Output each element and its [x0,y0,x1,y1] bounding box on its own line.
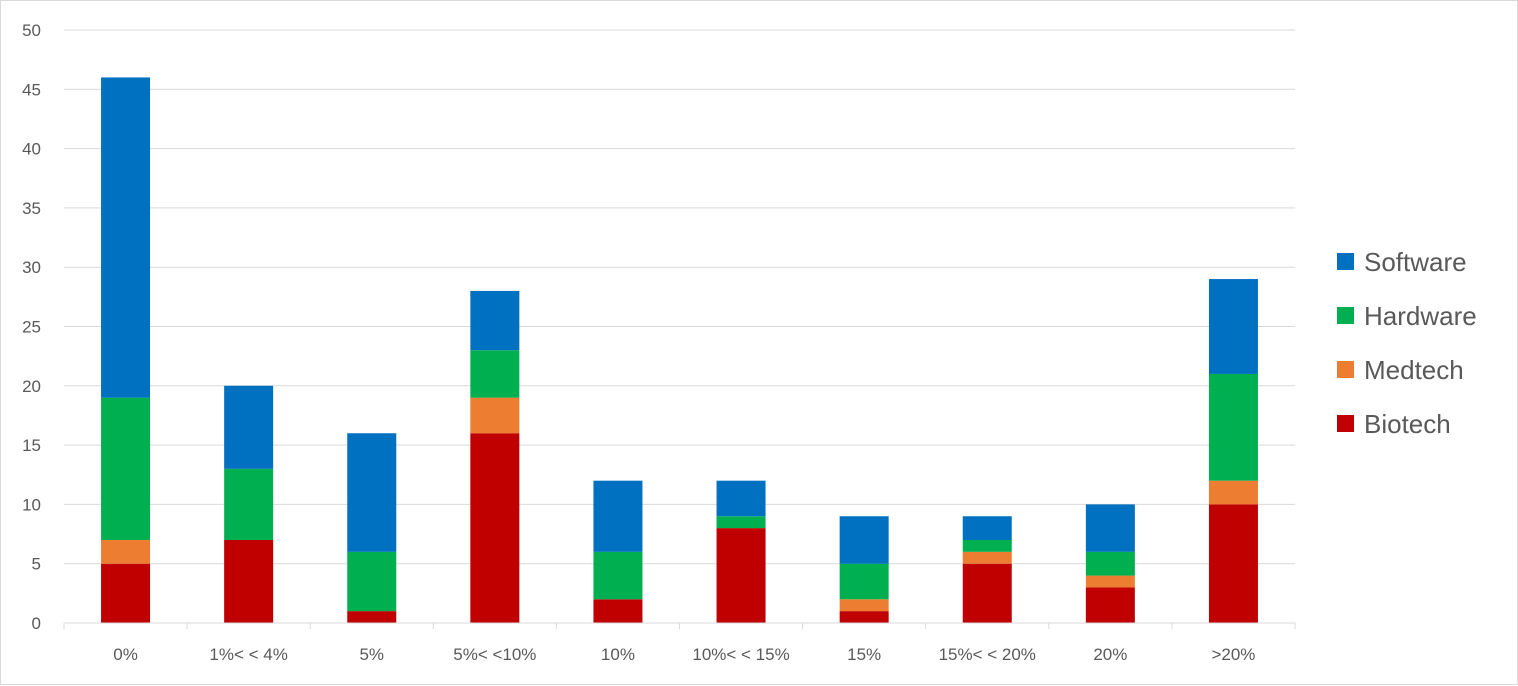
x-axis [63,622,1296,629]
bar-segment-biotech [839,611,889,623]
legend-item-software: Software [1337,247,1467,277]
bar-segment-hardware [101,397,151,540]
bar-segment-software [470,290,520,351]
bar-segment-hardware [347,551,397,612]
legend-label: Hardware [1364,301,1477,331]
bar-segment-hardware [1208,373,1258,481]
y-tick-label: 25 [22,318,41,337]
legend-swatch [1337,253,1354,270]
bar-segment-medtech [101,539,151,564]
x-tick-label: 15%< < 20% [939,645,1036,664]
x-tick-label: 20% [1093,645,1127,664]
bar-segment-biotech [470,433,520,623]
y-tick-label: 20 [22,377,41,396]
legend-swatch [1337,307,1354,324]
legend-swatch [1337,415,1354,432]
bar-segment-hardware [1085,551,1135,576]
x-tick-label: 15% [847,645,881,664]
bar-segment-biotech [347,611,397,623]
bar-segment-biotech [101,563,151,623]
bar-segment-software [1085,504,1135,552]
bar-segment-medtech [839,599,889,612]
x-axis-ticks: 0% 1%< < 4% 5% 5%< <10% 10% 10%< < 15% 15% 15%<… [113,645,1255,664]
legend-item-hardware: Hardware [1337,301,1477,331]
x-tick-label: 0% [113,645,138,664]
bar-segment-software [839,516,889,564]
bar-segment-biotech [716,528,766,623]
bar-segment-software [224,385,274,469]
y-tick-label: 45 [22,80,41,99]
bar-segment-hardware [839,563,889,600]
bar-segment-biotech [1208,504,1258,623]
x-tick-label: 1%< < 4% [209,645,287,664]
legend-label: Medtech [1364,355,1464,385]
bar-segment-medtech [1085,575,1135,588]
bar-segment-medtech [470,397,520,434]
legend: Software Hardware Medtech Biotech [1337,247,1477,439]
y-tick-label: 40 [22,140,41,159]
y-tick-label: 10 [22,495,41,514]
legend-label: Biotech [1364,409,1451,439]
x-tick-label: >20% [1211,645,1255,664]
bar-segment-biotech [224,539,274,623]
y-tick-label: 50 [22,21,41,40]
bar-segment-hardware [716,516,766,529]
bar-segment-software [716,480,766,517]
bars [101,77,1258,623]
bar-segment-software [1208,279,1258,374]
bar-segment-hardware [470,350,520,398]
x-tick-label: 10%< < 15% [692,645,789,664]
x-tick-label: 5%< <10% [453,645,536,664]
legend-label: Software [1364,247,1467,277]
bar-segment-biotech [593,599,643,623]
bar-segment-hardware [224,468,274,540]
bar-segment-hardware [593,551,643,600]
bar-segment-medtech [1208,480,1258,505]
bar-segment-hardware [962,539,1012,552]
legend-item-biotech: Biotech [1337,409,1451,439]
x-tick-label: 5% [359,645,384,664]
y-tick-label: 15 [22,436,41,455]
y-tick-label: 5 [32,555,41,574]
legend-item-medtech: Medtech [1337,355,1464,385]
legend-swatch [1337,361,1354,378]
bar-segment-software [593,480,643,552]
bar-segment-software [962,516,1012,540]
bar-segment-medtech [962,551,1012,564]
bar-segment-biotech [1085,587,1135,623]
y-tick-label: 35 [22,199,41,218]
y-tick-label: 30 [22,258,41,277]
x-tick-label: 10% [601,645,635,664]
bar-segment-software [101,77,151,398]
y-axis-ticks: 0 5 10 15 20 25 30 35 40 45 50 [22,21,41,633]
y-tick-label: 0 [32,614,41,633]
bar-segment-biotech [962,563,1012,623]
bar-segment-software [347,433,397,552]
